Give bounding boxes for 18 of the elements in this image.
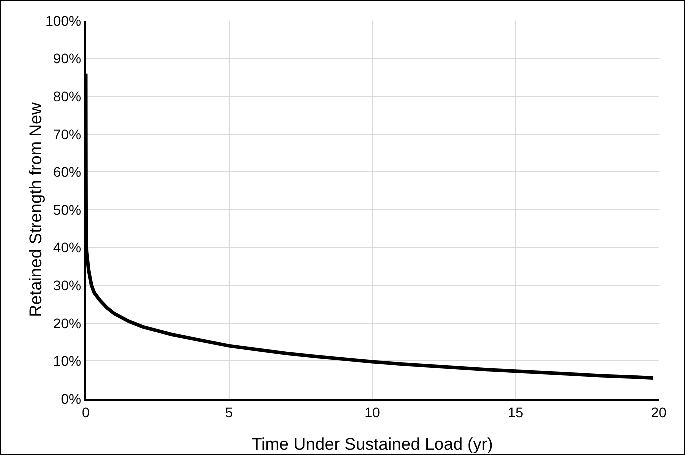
y-tick-label: 20%: [53, 315, 82, 332]
y-tick-label: 90%: [53, 50, 82, 67]
y-tick-label: 100%: [46, 12, 82, 29]
y-tick-label: 70%: [53, 126, 82, 142]
y-tick-label: 50%: [53, 202, 82, 218]
x-axis-title: Time Under Sustained Load (yr): [252, 435, 494, 454]
y-axis-title: Retained Strength from New: [26, 102, 46, 318]
x-tick-label: 0: [82, 404, 90, 421]
y-tick-label: 10%: [53, 353, 82, 370]
y-tick-label: 0%: [61, 390, 82, 407]
y-tick-label: 40%: [53, 240, 82, 256]
y-tick-label: 80%: [53, 88, 82, 104]
y-tick-label: 60%: [53, 164, 82, 180]
x-tick-label: 15: [508, 404, 524, 421]
x-tick-label: 20: [651, 404, 667, 421]
x-tick-label: 10: [364, 404, 380, 421]
x-tick-label: 5: [225, 404, 234, 421]
y-tick-label: 30%: [53, 278, 82, 294]
